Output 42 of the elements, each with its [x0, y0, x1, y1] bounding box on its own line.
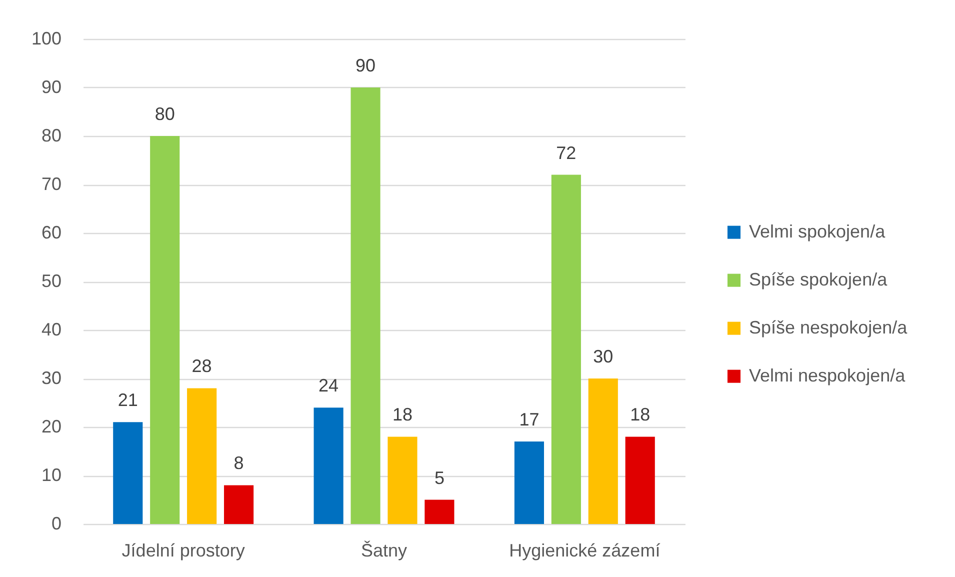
y-tick-label: 40: [41, 320, 62, 340]
data-label: 8: [234, 453, 244, 474]
bar: [350, 88, 380, 524]
y-tick-label: 100: [31, 28, 62, 48]
bar: [150, 136, 180, 524]
y-tick-label: 80: [41, 126, 62, 146]
x-tick-label: Hygienické zázemí: [509, 540, 660, 560]
legend-label: Velmi spokojen/a: [749, 221, 886, 242]
data-label: 28: [192, 356, 212, 376]
legend-label: Velmi nespokojen/a: [749, 365, 906, 386]
bar: [224, 485, 254, 524]
bar: [424, 500, 454, 524]
bar: [113, 422, 143, 524]
x-tick-label: Jídelní prostory: [122, 540, 245, 560]
y-tick-label: 0: [51, 514, 62, 534]
data-label: 5: [434, 468, 444, 488]
y-tick-label: 20: [41, 416, 62, 436]
data-label: 24: [318, 376, 339, 396]
y-tick-label: 70: [41, 174, 62, 194]
bar: [514, 442, 544, 524]
bar: [187, 388, 217, 524]
bar: [551, 174, 581, 524]
bar: [388, 436, 418, 524]
data-label: 21: [118, 390, 138, 410]
data-label: 17: [519, 410, 540, 430]
y-tick-label: 10: [41, 465, 62, 485]
legend-label: Spíše nespokojen/a: [749, 317, 908, 338]
y-tick-label: 30: [41, 368, 62, 388]
bar: [314, 408, 344, 524]
legend-label: Spíše spokojen/a: [749, 269, 888, 290]
data-label: 18: [392, 404, 412, 425]
bar: [625, 436, 655, 524]
bar: [588, 378, 618, 524]
y-tick-label: 50: [41, 271, 62, 291]
data-label: 72: [556, 142, 576, 163]
y-tick-label: 60: [41, 222, 62, 242]
data-label: 30: [593, 346, 614, 366]
y-tick-label: 90: [41, 77, 62, 97]
data-label: 90: [356, 56, 376, 76]
data-label: 18: [630, 404, 650, 425]
data-label: 80: [154, 104, 175, 124]
x-tick-label: Šatny: [360, 540, 408, 560]
